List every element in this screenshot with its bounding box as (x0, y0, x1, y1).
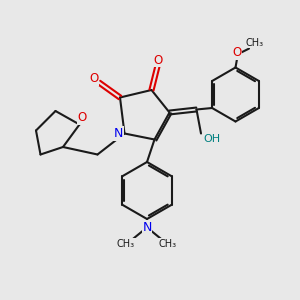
Text: O: O (89, 72, 98, 86)
Text: CH₃: CH₃ (159, 239, 177, 249)
Text: O: O (153, 53, 162, 67)
Text: CH₃: CH₃ (246, 38, 264, 48)
Text: O: O (78, 111, 87, 124)
Text: O: O (232, 46, 242, 59)
Text: N: N (114, 127, 123, 140)
Text: N: N (142, 221, 152, 234)
Text: OH: OH (203, 134, 220, 145)
Text: CH₃: CH₃ (117, 239, 135, 249)
